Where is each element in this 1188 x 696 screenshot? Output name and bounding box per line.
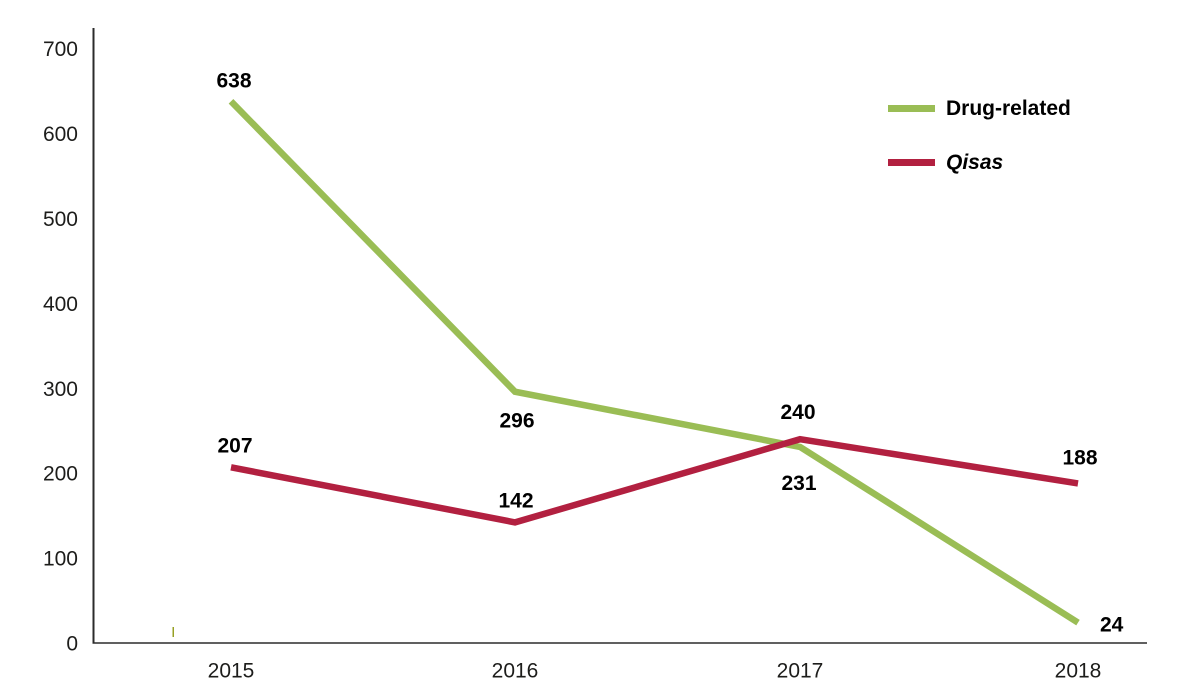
series-line-qisas xyxy=(230,435,1079,526)
legend-swatch-drug-related xyxy=(888,105,935,112)
data-label: 231 xyxy=(781,472,816,495)
data-label: 296 xyxy=(499,410,534,433)
data-label: 24 xyxy=(1100,614,1124,637)
y-tick-label: 600 xyxy=(43,123,78,146)
x-tick-label: 2018 xyxy=(1055,660,1102,683)
y-tick-label: 400 xyxy=(43,293,78,316)
legend-label: Drug-related xyxy=(946,97,1071,120)
y-tick-label: 500 xyxy=(43,208,78,231)
legend-label: Qisas xyxy=(946,151,1004,174)
data-label: 207 xyxy=(217,434,252,457)
stray-mark xyxy=(172,627,174,637)
data-label: 188 xyxy=(1062,446,1097,469)
series-line-drug-related xyxy=(228,99,1080,626)
legend-item: Qisas xyxy=(888,150,1071,175)
data-label: 142 xyxy=(498,489,533,512)
y-tick-label: 700 xyxy=(43,38,78,61)
data-label: 240 xyxy=(780,401,815,424)
chart-legend: Drug-related Qisas xyxy=(888,96,1071,175)
y-tick-label: 0 xyxy=(66,633,78,656)
x-tick-label: 2015 xyxy=(208,660,255,683)
y-tick-label: 200 xyxy=(43,463,78,486)
y-tick-label: 100 xyxy=(43,548,78,571)
y-tick-label: 300 xyxy=(43,378,78,401)
legend-swatch-qisas xyxy=(888,159,935,166)
x-tick-label: 2017 xyxy=(777,660,824,683)
legend-item: Drug-related xyxy=(888,96,1071,121)
x-tick-label: 2016 xyxy=(492,660,539,683)
data-label: 638 xyxy=(216,69,251,92)
